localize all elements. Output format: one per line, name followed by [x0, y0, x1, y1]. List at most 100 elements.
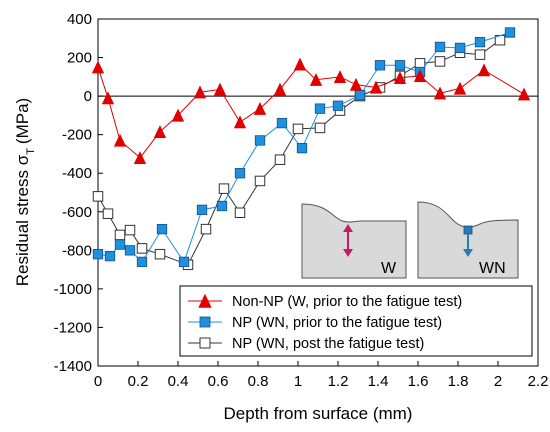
- data-point: [234, 168, 246, 179]
- y-tick-label: -1400: [54, 358, 92, 375]
- data-point: [394, 60, 406, 71]
- data-point: [234, 207, 246, 218]
- x-tick-label: 1.4: [368, 373, 389, 390]
- data-point: [178, 256, 190, 268]
- data-point: [254, 175, 266, 187]
- data-point: [504, 27, 516, 38]
- data-point: [477, 63, 491, 77]
- inset-w-arrow-down: [343, 249, 353, 257]
- y-tick-label: -200: [62, 127, 92, 144]
- data-point: [216, 200, 228, 212]
- data-point: [276, 117, 288, 129]
- x-tick-labels: 0 0.2 0.4 0.6 0.8 1 1.2 1.4 1.6 1.8 2 2.2: [94, 373, 549, 390]
- inset-w-label: W: [381, 260, 397, 277]
- data-point: [474, 36, 486, 48]
- data-point: [254, 135, 266, 146]
- data-point: [413, 69, 427, 83]
- data-point: [274, 154, 286, 165]
- data-point: [101, 91, 115, 105]
- data-point: [113, 133, 127, 147]
- y-tick-label: -400: [62, 165, 92, 182]
- inset-wn: WN: [417, 201, 519, 279]
- data-point: [218, 183, 230, 194]
- data-point: [354, 89, 366, 101]
- y-tick-label: -1000: [54, 281, 92, 298]
- x-tick-label: 1: [294, 373, 302, 390]
- data-point: [104, 250, 116, 262]
- y-tick-label: -1200: [54, 319, 92, 336]
- legend-item: Non-NP (W, prior to the fatigue test): [188, 293, 462, 310]
- inset-w-profile: [301, 203, 407, 279]
- data-point: [314, 103, 326, 114]
- y-tick-label: 400: [67, 11, 92, 28]
- data-point: [333, 70, 347, 84]
- data-point: [92, 249, 104, 260]
- legend: Non-NP (W, prior to the fatigue test) NP …: [179, 285, 533, 357]
- legend-label: Non-NP (W, prior to the fatigue test): [232, 294, 462, 310]
- data-point: [293, 57, 307, 71]
- data-point: [154, 248, 166, 260]
- x-tick-label: 2: [494, 373, 502, 390]
- data-point: [199, 337, 211, 349]
- inset-wn-label: WN: [479, 260, 506, 277]
- legend-box: [179, 285, 533, 357]
- series-layer: [91, 27, 531, 271]
- y-axis-title-main: Residual stress σ: [13, 154, 32, 286]
- y-axis-title-unit: (MPa): [13, 98, 32, 144]
- data-point: [309, 73, 323, 86]
- inset-w: W: [301, 196, 407, 279]
- legend-item: NP (WN, post the fatigue test): [188, 336, 424, 352]
- data-point: [133, 151, 147, 164]
- x-tick-label: 0.8: [248, 373, 269, 390]
- x-axis-title: Depth from surface (mm): [224, 404, 413, 423]
- data-point: [453, 81, 467, 95]
- data-point: [393, 71, 407, 84]
- inset-w-arrow-up: [343, 224, 353, 232]
- data-point: [454, 42, 466, 54]
- data-point: [91, 60, 105, 74]
- data-point: [136, 243, 148, 254]
- data-point: [273, 82, 287, 96]
- x-tick-label: 1.8: [448, 373, 469, 390]
- data-point: [196, 204, 208, 216]
- data-point: [171, 108, 185, 122]
- data-point: [153, 125, 167, 138]
- y-axis-title: Residual stress σT (MPa): [13, 98, 37, 286]
- data-point: [200, 223, 212, 235]
- y-tick-label: 200: [67, 50, 92, 67]
- data-point: [433, 86, 447, 100]
- x-tick-label: 0.4: [168, 373, 189, 390]
- data-point: [156, 223, 168, 235]
- data-point: [124, 245, 136, 256]
- x-tick-label: 0: [94, 373, 102, 390]
- data-point: [374, 60, 386, 71]
- inset-wn-marker: [463, 225, 473, 235]
- data-point: [517, 87, 531, 101]
- data-point: [102, 208, 114, 219]
- data-point: [213, 82, 227, 96]
- legend-label: NP (WN, post the fatigue test): [232, 336, 424, 352]
- data-point: [253, 101, 267, 115]
- data-point: [114, 229, 126, 241]
- inset-wn-arrow-down: [463, 249, 473, 257]
- y-tick-labels: -1400 -1200 -1000 -800 -600 -400 -200 0 200 400: [54, 11, 92, 375]
- data-point: [136, 256, 148, 268]
- legend-label: NP (WN, prior to the fatigue test): [232, 315, 442, 331]
- data-point: [414, 58, 426, 69]
- legend-items: Non-NP (W, prior to the fatigue test) NP …: [188, 293, 462, 352]
- y-axis-title-subscript: T: [25, 148, 37, 155]
- series-line: [97, 63, 525, 159]
- data-point: [114, 239, 126, 250]
- data-point: [296, 143, 308, 154]
- data-point: [199, 316, 211, 328]
- data-point: [314, 122, 326, 134]
- data-point: [124, 224, 136, 236]
- data-point: [434, 56, 446, 67]
- x-tick-label: 1.6: [408, 373, 429, 390]
- data-point: [369, 80, 383, 94]
- data-point: [292, 123, 304, 135]
- y-tick-label: 0: [84, 88, 92, 105]
- y-tick-label: -600: [62, 204, 92, 221]
- data-point: [474, 49, 486, 60]
